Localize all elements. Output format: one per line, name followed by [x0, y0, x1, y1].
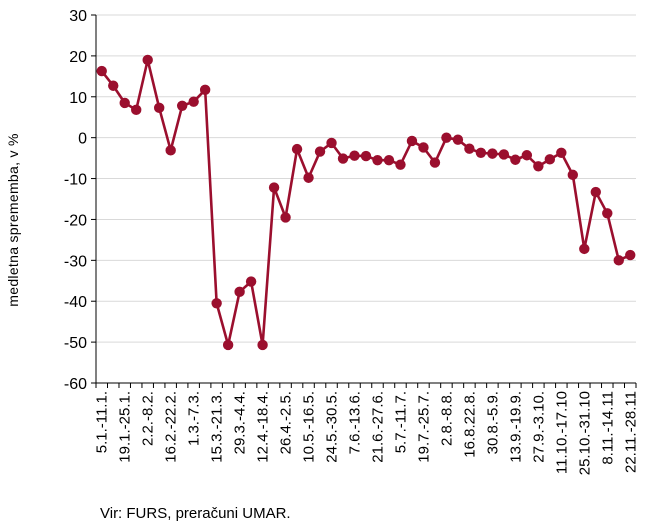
- data-point: [544, 154, 556, 165]
- y-tick-label: -50: [64, 335, 87, 352]
- data-point: [360, 150, 372, 162]
- y-tick-label: -60: [64, 376, 87, 393]
- data-point: [211, 298, 222, 309]
- data-points: [96, 54, 636, 351]
- x-tick-label: 10.5.-16.5.: [301, 391, 318, 463]
- x-tick-labels: 5.1.-11.1. 19.1.-25.1. 2.2.-8.2. 16.2.-22.2…: [94, 391, 640, 475]
- data-point: [395, 159, 406, 170]
- data-point: [303, 172, 314, 183]
- y-tick-label: -10: [64, 172, 87, 189]
- data-point: [452, 134, 464, 145]
- data-point: [464, 143, 475, 154]
- data-point: [337, 153, 349, 164]
- data-point: [165, 145, 176, 156]
- x-tick-label: 25.10.-31.10: [576, 391, 593, 475]
- data-point: [199, 84, 211, 96]
- y-axis-label-box: medletna sprememba, v %: [2, 95, 24, 345]
- y-tick-label: 0: [78, 131, 87, 148]
- data-point: [372, 154, 383, 166]
- axes: [91, 14, 637, 388]
- data-point: [257, 339, 268, 351]
- x-tick-label: 15.3.-21.3.: [209, 391, 226, 463]
- data-point: [222, 339, 234, 351]
- data-point: [579, 243, 590, 255]
- x-tick-label: 27.9.-3.10.: [530, 391, 547, 463]
- x-tick-label: 8.11.-14.11: [599, 391, 616, 465]
- data-point: [510, 154, 521, 165]
- data-point: [142, 54, 153, 66]
- y-tick-label: 20: [69, 49, 87, 66]
- data-point: [406, 135, 418, 147]
- x-tick-label: 11.10.-17.10: [553, 391, 570, 474]
- x-tick-label: 7.6.-13.6.: [347, 391, 364, 454]
- x-tick-label: 19.7.-25.7.: [415, 391, 432, 463]
- data-point: [429, 157, 441, 168]
- y-tick-label: 30: [69, 8, 87, 25]
- x-tick-label: 5.7.-11.7.: [392, 391, 409, 453]
- data-point: [280, 212, 291, 223]
- x-tick-label: 16.8.22.8.: [461, 391, 478, 458]
- x-tick-label: 22.11.-28.11: [622, 391, 639, 473]
- data-point: [326, 137, 337, 149]
- x-tick-label: 1.3.-7.3.: [186, 391, 203, 446]
- x-tick-label: 24.5.-30.5.: [324, 391, 341, 463]
- grid-lines: [96, 14, 636, 343]
- data-point: [498, 149, 510, 160]
- data-point: [590, 186, 601, 198]
- x-tick-label: 12.4.-18.4.: [255, 391, 272, 463]
- data-point: [188, 96, 199, 107]
- x-tick-label: 5.1.-11.1.: [94, 391, 111, 453]
- data-point: [119, 97, 130, 109]
- data-point: [533, 161, 544, 172]
- x-tick-label: 2.2.-8.2.: [140, 391, 157, 446]
- data-point: [613, 255, 624, 266]
- y-axis-label: medletna sprememba, v %: [5, 133, 21, 307]
- x-tick-label: 21.6.-27.6.: [369, 391, 386, 463]
- data-point: [487, 148, 498, 159]
- data-point: [153, 102, 165, 114]
- data-point: [349, 150, 360, 161]
- y-tick-labels: 30 20 10 0 -10 -20 -30 -40 -50 -60: [64, 8, 87, 393]
- data-point: [602, 208, 613, 219]
- x-tick-label: 2.8.-8.8.: [438, 391, 455, 446]
- data-point: [521, 150, 533, 161]
- data-point: [176, 100, 188, 111]
- data-point: [268, 182, 280, 193]
- data-point: [475, 147, 487, 158]
- x-tick-label: 13.9.-19.9.: [507, 391, 524, 463]
- data-point: [625, 249, 636, 261]
- data-point: [556, 147, 567, 158]
- y-tick-label: 10: [69, 90, 87, 107]
- data-point: [418, 142, 429, 153]
- y-tick-label: -20: [64, 212, 87, 229]
- data-point: [383, 154, 395, 166]
- y-tick-label: -40: [64, 294, 87, 311]
- data-point: [291, 143, 303, 155]
- data-point: [234, 286, 245, 298]
- source-note: Vir: FURS, preračuni UMAR.: [100, 505, 291, 522]
- x-tick-label: 19.1.-25.1.: [117, 391, 134, 463]
- x-tick-label: 16.2.-22.2.: [163, 391, 180, 463]
- data-point: [108, 80, 119, 91]
- x-tick-label: 29.3.-4.4.: [232, 391, 249, 454]
- data-point: [441, 132, 452, 143]
- data-point: [567, 169, 579, 181]
- x-tick-label: 30.8.-5.9.: [484, 391, 501, 454]
- data-point: [96, 65, 107, 77]
- data-point: [131, 104, 142, 116]
- data-point: [314, 146, 326, 157]
- y-tick-label: -30: [64, 253, 87, 270]
- data-point: [245, 276, 257, 287]
- x-tick-label: 26.4.-2.5.: [278, 391, 295, 454]
